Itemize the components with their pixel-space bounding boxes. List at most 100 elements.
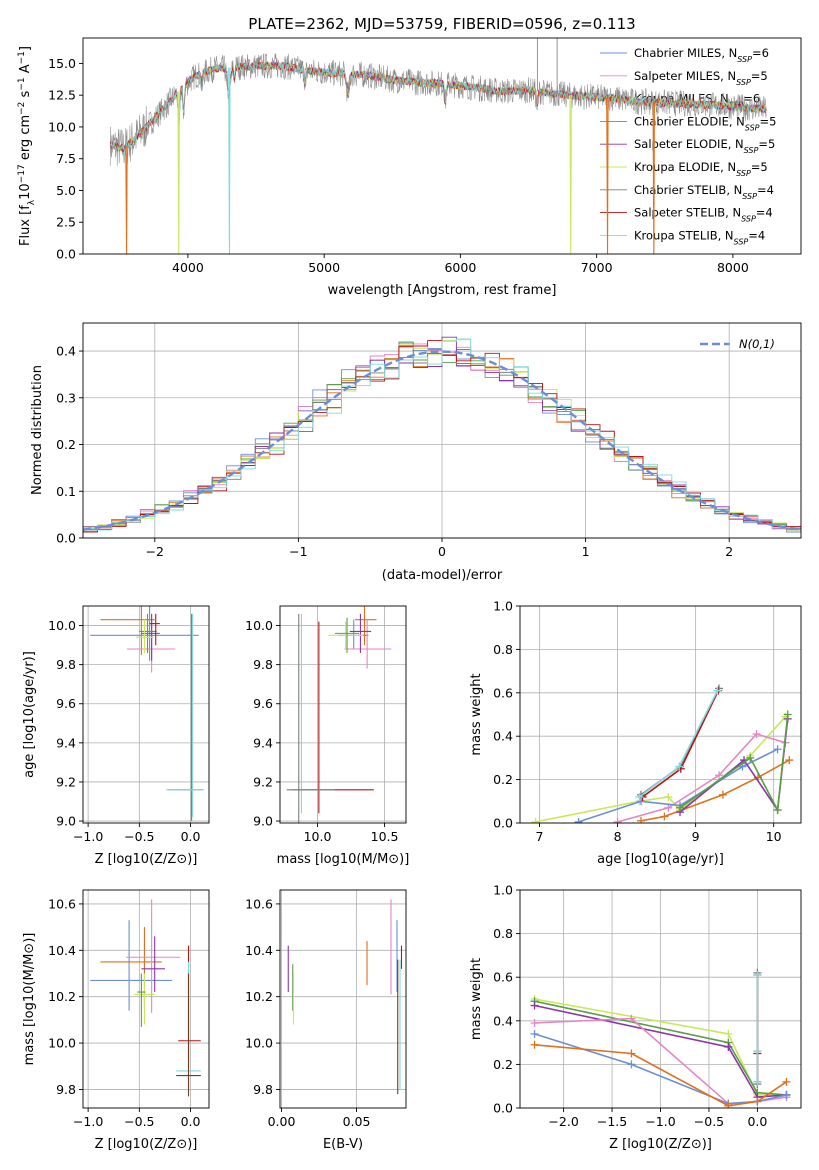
- legend-entry: N(0,1): [739, 337, 775, 351]
- y-tick-label: 1.0: [493, 599, 513, 614]
- axes-frame: [519, 605, 802, 824]
- weight-point-marker: [627, 1049, 636, 1058]
- x-tick-label: 0.0: [181, 829, 201, 844]
- spectrum-series-cyan: [109, 61, 767, 152]
- plot-area: [286, 606, 392, 823]
- weight-point-marker: [753, 971, 762, 980]
- y-tick-label: 10.2: [48, 989, 76, 1004]
- mass-vs-ebv-panel: 0.00 0.05 9.8 10.0 10.2 10.4 10.6 E(B-V): [245, 889, 407, 1152]
- spectrum-gap-drop: [228, 67, 231, 254]
- weight-point-marker: [676, 803, 685, 812]
- x-tick-label: 0.05: [343, 1114, 371, 1129]
- y-tick-label: 0.4: [493, 1013, 513, 1028]
- y-tick-label: 0.6: [493, 970, 513, 985]
- weight-point-marker: [773, 745, 782, 754]
- spectrum-gap-drop: [125, 145, 128, 254]
- gaussian-reference-curve: [83, 350, 801, 531]
- y-tick-label: 0.1: [56, 484, 76, 499]
- weight-point-marker: [783, 710, 792, 719]
- x-tick-label: −1.0: [73, 1114, 103, 1129]
- spectrum-y-label-part: A: [18, 64, 33, 77]
- x-tick-label: −1.0: [73, 829, 103, 844]
- weight-point-marker: [773, 805, 782, 814]
- weight-point-marker: [574, 817, 583, 823]
- plot-area: [83, 336, 801, 533]
- y-tick-label: 10.6: [245, 896, 273, 911]
- y-tick-label: 0.0: [56, 247, 76, 262]
- weight-series-green: [679, 714, 789, 813]
- spectrum-y-label-part: −1: [17, 51, 27, 64]
- weight-point-marker: [613, 817, 622, 823]
- y-tick-label: 9.4: [253, 735, 273, 750]
- age-vs-mass-panel: 10.0 10.5 9.0 9.2 9.4 9.6 9.8 10.0 mass [log10(M…: [245, 605, 410, 867]
- x-tick-label: 0.0: [747, 1114, 767, 1129]
- x-axis-label: mass [log10(M/M⊙)]: [277, 852, 410, 867]
- x-axis-label: E(B-V): [323, 1137, 363, 1152]
- weight-point-marker: [724, 1042, 733, 1051]
- y-tick-label: 0.4: [493, 729, 513, 744]
- weight-series-grey: [640, 688, 720, 796]
- y-tick-label: 9.6: [56, 696, 76, 711]
- spectrum-y-label-part: ]: [18, 46, 33, 51]
- y-tick-label: 0.8: [493, 642, 513, 657]
- weight-point-marker: [664, 803, 673, 812]
- legend-entry-part: Salpeter STELIB, N: [634, 206, 741, 220]
- axes-frame: [82, 889, 210, 1109]
- y-tick-label: 9.2: [253, 774, 273, 789]
- y-tick-label: 9.8: [253, 657, 273, 672]
- weight-point-marker: [753, 1047, 762, 1056]
- weight-point-marker: [746, 753, 755, 762]
- y-tick-label: 10.0: [48, 119, 76, 134]
- spectrum-gap-drop: [652, 102, 655, 254]
- weight-point-marker: [724, 1029, 733, 1038]
- x-tick-label: 10.0: [304, 829, 332, 844]
- mass-vs-metallicity-panel: −1.0 −0.5 0.0 9.8 10.0 10.2 10.4 10.6 Z [log10(Z…: [22, 889, 210, 1152]
- y-tick-label: 7.5: [56, 151, 76, 166]
- y-tick-label: 0.0: [493, 816, 513, 831]
- legend-entry-part: Salpeter MILES, N: [634, 69, 736, 83]
- y-tick-label: 5.0: [56, 183, 76, 198]
- legend-entry-part: SSP: [737, 55, 752, 64]
- weight-series-cyan: [638, 690, 719, 798]
- x-tick-label: 10.5: [371, 829, 399, 844]
- weight-series-lime: [535, 716, 786, 823]
- y-tick-label: 10.0: [48, 1036, 76, 1051]
- legend-entry-part: Kroupa ELODIE, N: [634, 160, 736, 174]
- y-tick-label: 0.6: [493, 685, 513, 700]
- legend-entry-part: =5: [751, 69, 768, 83]
- x-tick-label: 7: [536, 829, 544, 844]
- y-tick-label: 12.5: [48, 88, 76, 103]
- y-tick-label: 2.5: [56, 215, 76, 230]
- weight-point-marker: [635, 792, 644, 801]
- y-tick-label: 9.8: [56, 1082, 76, 1097]
- x-tick-label: 0.00: [268, 1114, 296, 1129]
- x-axis-label: Z [log10(Z/Z⊙)]: [95, 1137, 198, 1152]
- legend-entry-part: SSP: [734, 237, 749, 246]
- y-tick-label: 10.4: [245, 943, 273, 958]
- plot-area: [90, 606, 204, 822]
- y-tick-label: 10.2: [245, 989, 273, 1004]
- y-tick-label: 10.6: [48, 896, 76, 911]
- y-tick-label: 1.0: [493, 883, 513, 898]
- x-tick-label: 1: [582, 544, 590, 559]
- spectrum-gap-drop: [177, 91, 180, 254]
- legend-entry: Chabrier STELIB, NSSP=4: [634, 183, 774, 201]
- y-axis-label: mass [log10(M/M⊙)]: [22, 933, 37, 1066]
- x-tick-label: 5000: [308, 260, 340, 275]
- spectrum-y-label-part: −17: [17, 164, 27, 183]
- x-tick-label: 7000: [581, 260, 613, 275]
- legend-entry-part: =4: [748, 228, 765, 242]
- weight-point-marker: [636, 816, 645, 823]
- weight-point-marker: [531, 817, 540, 823]
- x-tick-label: 0.0: [181, 1114, 201, 1129]
- y-tick-label: 10.0: [245, 1036, 273, 1051]
- residuals-legend: N(0,1): [700, 337, 775, 351]
- axes-frame: [279, 605, 407, 824]
- weight-point-marker: [753, 1097, 762, 1106]
- x-tick-label: −2.0: [548, 1114, 578, 1129]
- spectrum-gap-drop: [569, 95, 572, 254]
- x-tick-label: 4000: [172, 260, 204, 275]
- x-tick-label: 8: [614, 829, 622, 844]
- x-tick-label: 6000: [444, 260, 476, 275]
